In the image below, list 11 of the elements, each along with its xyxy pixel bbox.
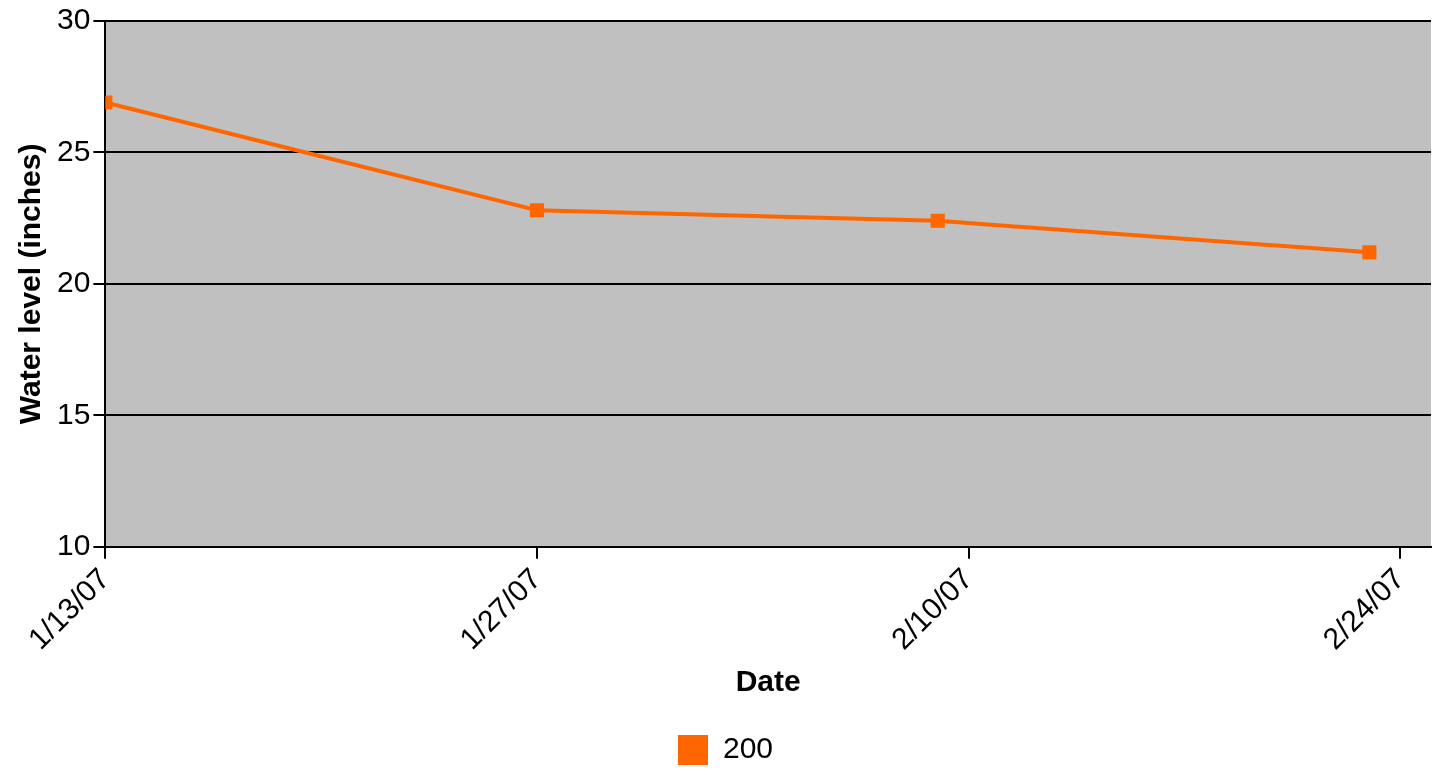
- y-tick-label: 25: [56, 133, 91, 167]
- legend-label: 200: [722, 731, 774, 765]
- point: [529, 203, 545, 218]
- y-tick-label: 30: [56, 2, 91, 36]
- y-tick-label: 15: [56, 396, 91, 430]
- point: [930, 213, 945, 228]
- y-axis-title: Water level (inches): [13, 143, 47, 425]
- x-axis-title: Date: [735, 664, 801, 698]
- point: [1362, 245, 1377, 260]
- y-tick-label: 10: [56, 528, 91, 562]
- y-tick-label: 20: [56, 265, 91, 299]
